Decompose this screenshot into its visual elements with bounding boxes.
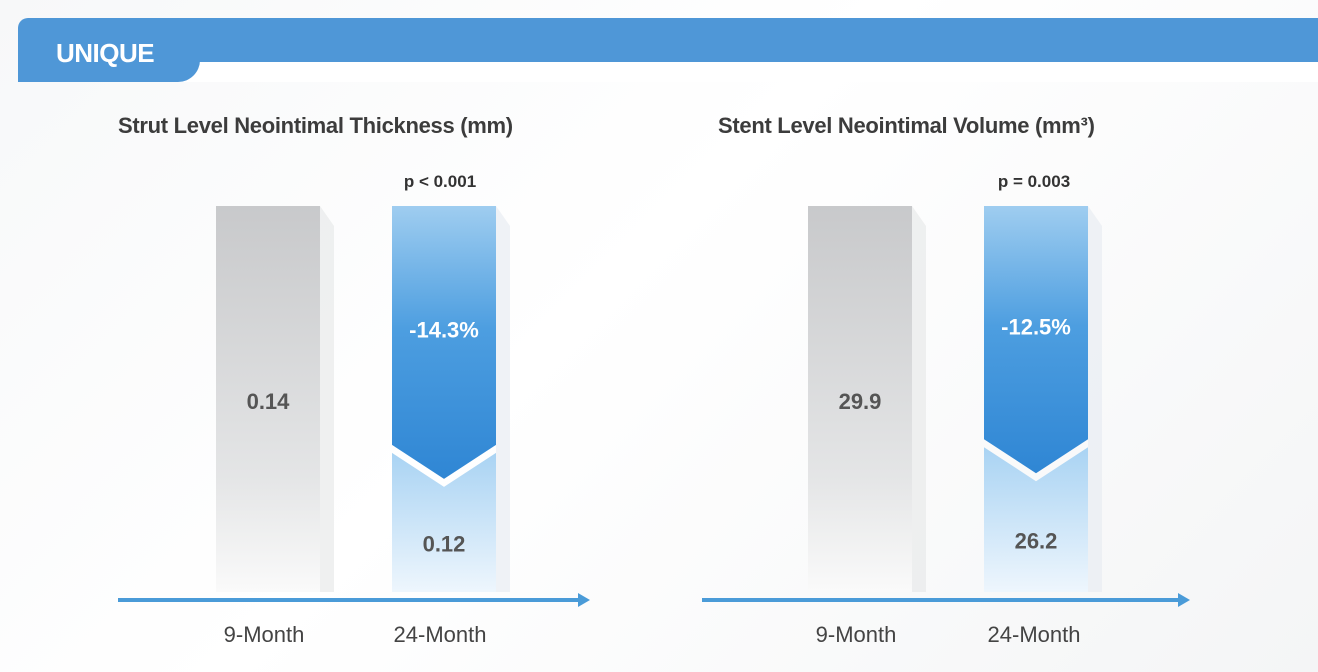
bar-shadow xyxy=(912,206,926,592)
header-tab-lower xyxy=(18,60,200,82)
bar-shadow xyxy=(320,206,334,592)
x-tick-label: 9-Month xyxy=(223,622,305,647)
header-title: UNIQUE xyxy=(56,38,155,68)
bar-shadow xyxy=(496,206,510,592)
x-tick-label: 24-Month xyxy=(393,622,487,647)
x-tick-label: 24-Month xyxy=(987,622,1081,647)
data-label-followup: 0.12 xyxy=(423,531,466,556)
x-axis-arrowhead xyxy=(578,593,590,607)
x-tick-label: 9-Month xyxy=(815,622,897,647)
chart-title: Stent Level Neointimal Volume (mm³) xyxy=(718,113,1095,138)
bar-shadow xyxy=(1088,206,1102,592)
data-label-baseline: 29.9 xyxy=(839,389,882,414)
change-label: -12.5% xyxy=(1001,315,1071,340)
chart-panel-volume: Stent Level Neointimal Volume (mm³) p = … xyxy=(590,0,1210,672)
data-label-baseline: 0.14 xyxy=(247,389,291,414)
chart-svg: 0.14 0.12 -14.3% xyxy=(118,206,590,607)
bar-followup-reduction xyxy=(392,206,496,479)
bar-followup-reduction xyxy=(984,206,1088,474)
chart-panel-thickness: Strut Level Neointimal Thickness (mm) p … xyxy=(0,0,620,672)
chart-svg: 29.9 26.2 -12.5% xyxy=(702,206,1190,607)
bar-baseline xyxy=(808,206,912,592)
header-tab xyxy=(18,18,1318,62)
bar-baseline xyxy=(216,206,320,592)
p-value: p < 0.001 xyxy=(403,172,477,191)
p-value: p = 0.003 xyxy=(997,172,1071,191)
bar-followup-remaining xyxy=(984,447,1088,592)
data-label-followup: 26.2 xyxy=(1015,529,1058,554)
bar-followup-remaining xyxy=(392,452,496,592)
chart-title: Strut Level Neointimal Thickness (mm) xyxy=(118,113,513,138)
change-label: -14.3% xyxy=(409,317,479,342)
x-axis-arrowhead xyxy=(1178,593,1190,607)
